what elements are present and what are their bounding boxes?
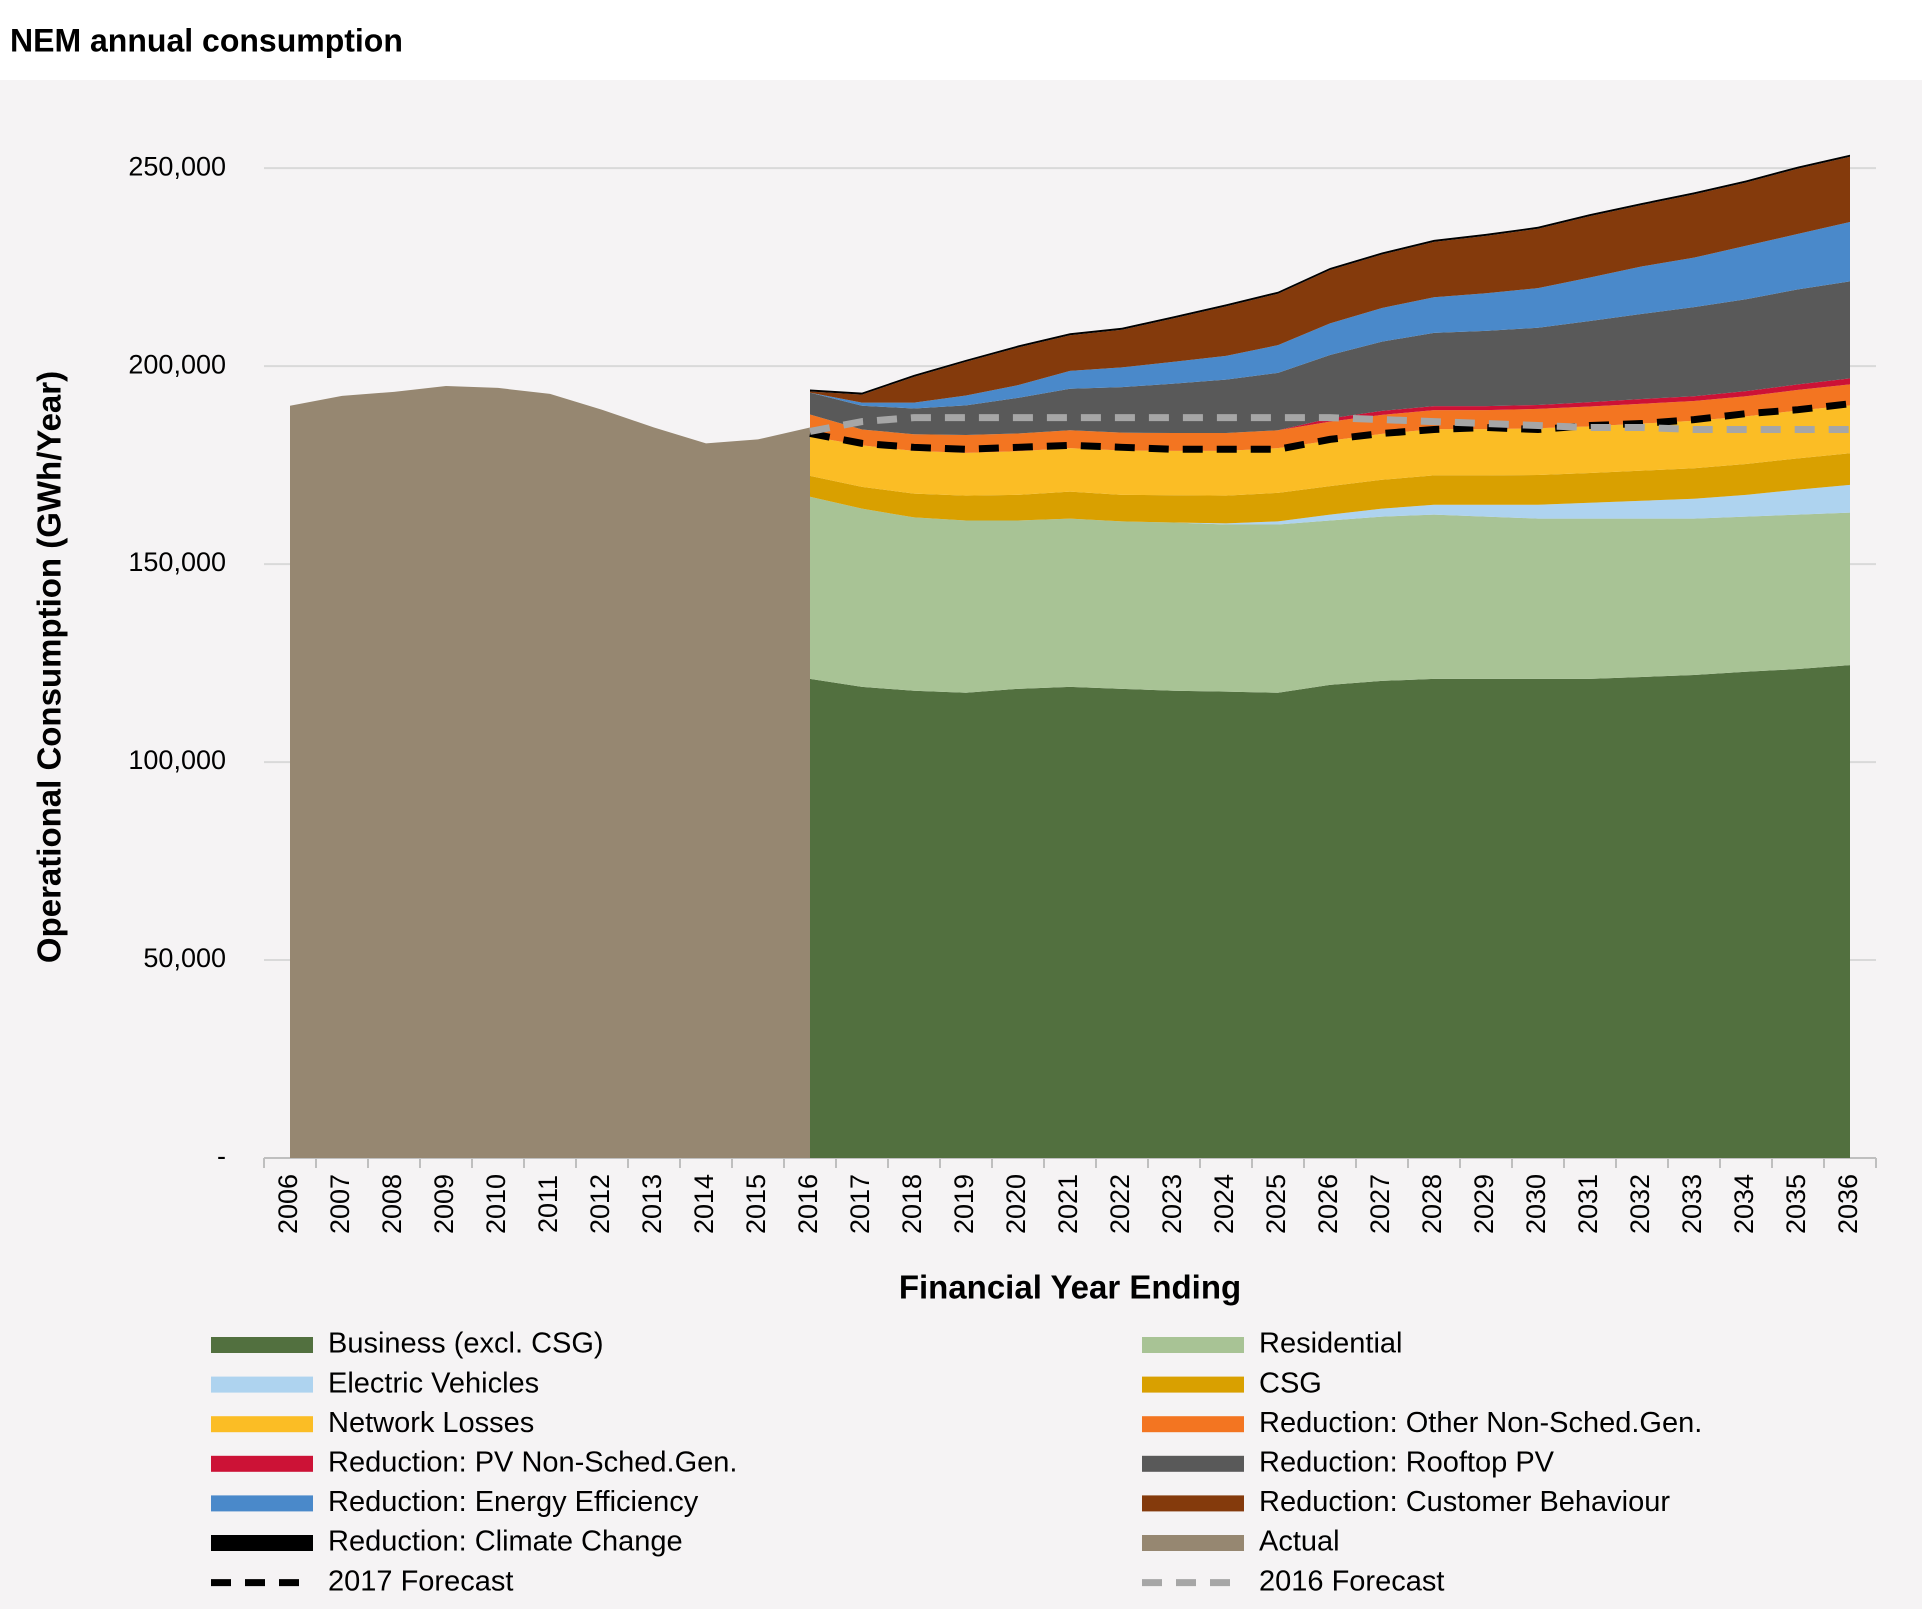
legend-label: 2016 Forecast xyxy=(1259,1565,1444,1597)
x-tick-label: 2012 xyxy=(585,1174,615,1234)
x-tick-label: 2013 xyxy=(637,1174,667,1234)
legend-label: CSG xyxy=(1259,1367,1322,1399)
legend-swatch xyxy=(1142,1376,1244,1393)
x-tick-label: 2020 xyxy=(1001,1174,1031,1234)
x-tick-label: 2024 xyxy=(1209,1174,1239,1234)
x-tick-label: 2026 xyxy=(1313,1174,1343,1234)
legend-swatch xyxy=(211,1337,313,1353)
legend-swatch xyxy=(1142,1337,1244,1353)
legend-swatch xyxy=(211,1535,313,1551)
area xyxy=(810,665,1850,1158)
x-tick-label: 2025 xyxy=(1261,1174,1291,1234)
x-tick-label: 2007 xyxy=(325,1174,355,1234)
line xyxy=(809,400,1851,453)
legend-label: Reduction: Other Non-Sched.Gen. xyxy=(1259,1407,1702,1439)
legend-swatch xyxy=(1142,1455,1244,1472)
legend-label: Residential xyxy=(1259,1328,1402,1360)
legend-label: Actual xyxy=(1259,1526,1340,1558)
legend-label: Reduction: PV Non-Sched.Gen. xyxy=(328,1446,737,1478)
chart-title: NEM annual consumption xyxy=(10,22,403,58)
legend-swatch xyxy=(1142,1416,1244,1433)
x-tick-label: 2014 xyxy=(689,1174,719,1234)
legend-label: Reduction: Climate Change xyxy=(328,1526,683,1558)
x-tick-label: 2008 xyxy=(377,1174,407,1234)
x-tick-label: 2035 xyxy=(1781,1174,1811,1234)
x-tick-label: 2015 xyxy=(741,1174,771,1234)
y-tick-label: 200,000 xyxy=(128,349,226,379)
x-tick-label: 2030 xyxy=(1521,1174,1551,1234)
legend-swatch xyxy=(211,1455,313,1472)
x-axis-title: Financial Year Ending xyxy=(899,1269,1241,1306)
area xyxy=(810,281,1850,436)
x-tick-label: 2029 xyxy=(1469,1174,1499,1234)
legend-label: Reduction: Rooftop PV xyxy=(1259,1446,1555,1478)
y-tick-label: 250,000 xyxy=(128,151,226,181)
legend-label: Reduction: Customer Behaviour xyxy=(1259,1486,1670,1518)
x-tick-label: 2006 xyxy=(273,1174,303,1234)
x-tick-label: 2023 xyxy=(1157,1174,1187,1234)
legend-label: Network Losses xyxy=(328,1407,534,1439)
area xyxy=(290,385,810,1158)
x-tick-label: 2010 xyxy=(481,1174,511,1234)
x-tick-label: 2018 xyxy=(897,1174,927,1234)
legend-label: 2017 Forecast xyxy=(328,1565,513,1597)
legend-swatch xyxy=(1142,1495,1244,1512)
x-tick-label: 2016 xyxy=(793,1174,823,1234)
x-tick-label: 2028 xyxy=(1417,1174,1447,1234)
x-tick-label: 2021 xyxy=(1053,1174,1083,1234)
area xyxy=(810,453,1850,524)
x-tick-label: 2017 xyxy=(845,1174,875,1234)
x-tick-label: 2009 xyxy=(429,1174,459,1234)
y-tick-label: 100,000 xyxy=(128,745,226,775)
y-tick-label: - xyxy=(217,1141,226,1171)
x-tick-label: 2032 xyxy=(1625,1174,1655,1234)
x-tick-label: 2031 xyxy=(1573,1174,1603,1234)
x-tick-label: 2027 xyxy=(1365,1174,1395,1234)
legend-swatch xyxy=(211,1495,313,1512)
area xyxy=(810,384,1850,453)
legend-swatch xyxy=(1142,1535,1244,1551)
x-tick-label: 2034 xyxy=(1729,1174,1759,1234)
legend-label: Electric Vehicles xyxy=(328,1367,539,1399)
area xyxy=(810,156,1850,403)
y-tick-label: 150,000 xyxy=(128,547,226,577)
y-tick-label: 50,000 xyxy=(143,943,226,973)
legend-swatch xyxy=(211,1376,313,1393)
legend-label: Reduction: Energy Efficiency xyxy=(328,1486,699,1518)
area xyxy=(810,496,1850,693)
legend-label: Business (excl. CSG) xyxy=(328,1328,604,1360)
area xyxy=(810,484,1850,525)
line xyxy=(809,414,1850,435)
x-tick-label: 2019 xyxy=(949,1174,979,1234)
x-tick-label: 2022 xyxy=(1105,1174,1135,1234)
legend-swatch xyxy=(211,1416,313,1433)
x-tick-label: 2011 xyxy=(533,1175,563,1233)
x-tick-label: 2036 xyxy=(1833,1174,1863,1234)
y-axis-title: Operational Consumption (GWh/Year) xyxy=(31,371,68,963)
x-tick-label: 2033 xyxy=(1677,1174,1707,1234)
area xyxy=(810,154,1850,395)
